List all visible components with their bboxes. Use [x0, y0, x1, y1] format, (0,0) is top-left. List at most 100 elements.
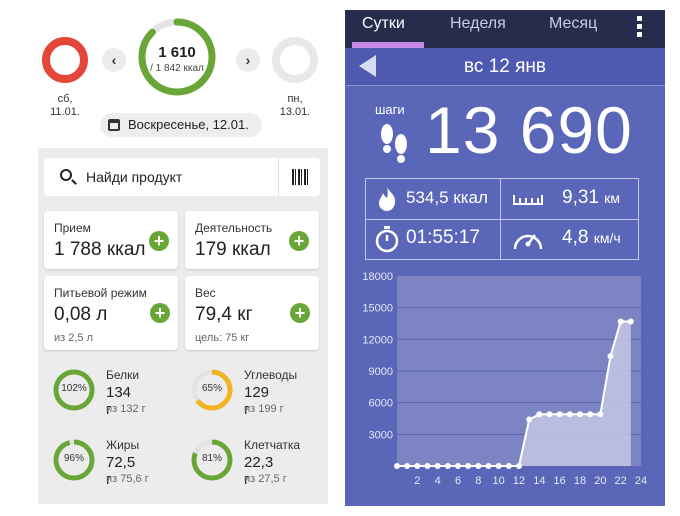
speed-unit: км/ч — [593, 230, 621, 246]
chevron-left-icon: ‹ — [111, 52, 117, 68]
overflow-menu-icon[interactable] — [637, 16, 643, 42]
tab-month[interactable]: Месяц — [549, 15, 598, 32]
next-day-weekday: пн, — [287, 93, 303, 105]
weight-goal: цель: 75 кг — [195, 332, 250, 344]
fat-name: Жиры — [106, 438, 140, 452]
tab-week[interactable]: Неделя — [450, 15, 506, 32]
protein-goal: из 132 г — [106, 403, 146, 415]
chart-point-hour-14 — [536, 411, 543, 418]
speedometer-icon — [513, 234, 543, 250]
protein-value: 134 г — [106, 384, 132, 418]
calories-goal: / 1 842 ккал — [150, 63, 204, 74]
date-header: вс 12 янв — [345, 48, 665, 86]
activity-card[interactable]: Деятельность 179 ккал + — [185, 211, 319, 269]
period-tab-bar: Сутки Неделя Месяц — [345, 10, 665, 48]
chevron-right-icon: › — [245, 52, 251, 68]
speed-value: 4,8 — [562, 227, 589, 248]
fat-percent: 96% — [63, 453, 84, 464]
search-input[interactable]: Найди продукт — [86, 169, 183, 185]
prev-day-button[interactable]: ‹ — [102, 48, 126, 72]
activity-value: 179 ккал — [195, 239, 271, 260]
add-water-button[interactable]: + — [150, 303, 170, 323]
chart-point-hour-3 — [424, 463, 431, 469]
steps-count: 13 690 — [425, 93, 633, 167]
chart-point-hour-10 — [495, 463, 502, 469]
pedometer-panel: Сутки Неделя Месяц вс 12 янв шаги 13 690… — [345, 10, 665, 506]
protein-percent: 102% — [61, 383, 87, 394]
weight-card[interactable]: Вес 79,4 кг цель: 75 кг + — [185, 276, 319, 350]
chart-point-hour-12 — [516, 463, 522, 469]
calorie-progress-ring — [138, 18, 216, 96]
tab-day[interactable]: Сутки — [362, 15, 405, 32]
chart-point-hour-0 — [394, 463, 400, 469]
activity-title: Деятельность — [195, 221, 273, 235]
carbs-goal: из 199 г — [244, 403, 284, 415]
add-activity-button[interactable]: + — [289, 231, 309, 251]
distance-value: 9,31 — [562, 187, 599, 208]
distance-unit: км — [604, 190, 621, 206]
y-tick-label: 3000 — [369, 429, 393, 441]
speed: 4,8 км/ч — [562, 227, 621, 249]
x-tick-label: 4 — [435, 475, 441, 487]
prev-day-ring[interactable] — [42, 37, 88, 83]
prev-day-date: 11.01. — [50, 106, 80, 118]
barcode-icon[interactable] — [292, 169, 310, 185]
carbs-value: 129 г — [244, 384, 270, 418]
fiber-percent: 81% — [201, 453, 222, 464]
water-card[interactable]: Питьевой режим 0,08 л из 2,5 л + — [44, 276, 178, 350]
chart-point-hour-4 — [434, 463, 441, 469]
intake-card[interactable]: Прием 1 788 ккал + — [44, 211, 178, 269]
protein-name: Белки — [106, 368, 140, 382]
x-tick-label: 24 — [635, 475, 647, 487]
active-tab-indicator — [352, 42, 424, 48]
weight-title: Вес — [195, 286, 216, 300]
next-day-label: пн, 13.01. — [265, 93, 325, 119]
footprints-icon — [381, 124, 407, 163]
water-title: Питьевой режим — [54, 286, 147, 300]
water-value: 0,08 л — [54, 304, 108, 325]
x-tick-label: 10 — [493, 475, 505, 487]
next-day-ring[interactable] — [272, 37, 318, 83]
calories-burned: 534,5 ккал — [406, 188, 488, 207]
carbs-percent: 65% — [201, 383, 222, 394]
calorie-summary-ring[interactable]: 1 610 / 1 842 ккал — [138, 18, 216, 96]
back-arrow-icon[interactable] — [359, 55, 376, 77]
fat-value: 72,5 г — [106, 454, 136, 488]
date-selector[interactable]: Воскресенье, 12.01. — [100, 113, 262, 137]
fiber-goal: из 27,5 г — [244, 473, 287, 485]
search-divider — [278, 158, 279, 196]
food-diary-panel: сб, 11.01. ‹ 1 610 / 1 842 ккал › пн, 13… — [0, 0, 330, 516]
activity-stats-grid: 534,5 ккал 9,31 км 01:55:17 4,8 к — [365, 178, 639, 260]
chart-point-hour-21 — [607, 353, 614, 360]
weight-value: 79,4 кг — [195, 304, 253, 325]
intake-value: 1 788 ккал — [54, 239, 146, 260]
carbs-name: Углеводы — [244, 368, 298, 382]
carbs-progress-ring — [191, 369, 233, 411]
add-intake-button[interactable]: + — [149, 231, 169, 251]
protein-progress-ring — [53, 369, 95, 411]
x-tick-label: 18 — [574, 475, 586, 487]
fiber-progress-ring — [191, 439, 233, 481]
add-weight-button[interactable]: + — [290, 303, 310, 323]
next-day-button[interactable]: › — [236, 48, 260, 72]
water-goal: из 2,5 л — [54, 332, 94, 344]
chart-area-fill — [397, 321, 631, 466]
chart-point-hour-1 — [404, 463, 411, 469]
ruler-icon — [513, 195, 543, 205]
chart-point-hour-6 — [455, 463, 461, 469]
food-search-bar[interactable]: Найди продукт — [44, 158, 320, 196]
chart-point-hour-23 — [627, 318, 634, 325]
fat-progress-ring — [53, 439, 95, 481]
prev-day-weekday: сб, — [57, 93, 73, 105]
x-tick-label: 2 — [414, 475, 420, 487]
chart-point-hour-17 — [566, 411, 573, 418]
fiber-name: Клетчатка — [244, 438, 301, 452]
fat-goal: из 75,6 г — [106, 473, 149, 485]
active-duration: 01:55:17 — [406, 227, 480, 248]
y-tick-label: 9000 — [369, 366, 393, 378]
chart-point-hour-5 — [444, 463, 451, 469]
y-tick-label: 15000 — [362, 303, 393, 315]
intake-title: Прием — [54, 221, 91, 235]
x-tick-label: 20 — [594, 475, 606, 487]
search-icon — [60, 169, 72, 181]
